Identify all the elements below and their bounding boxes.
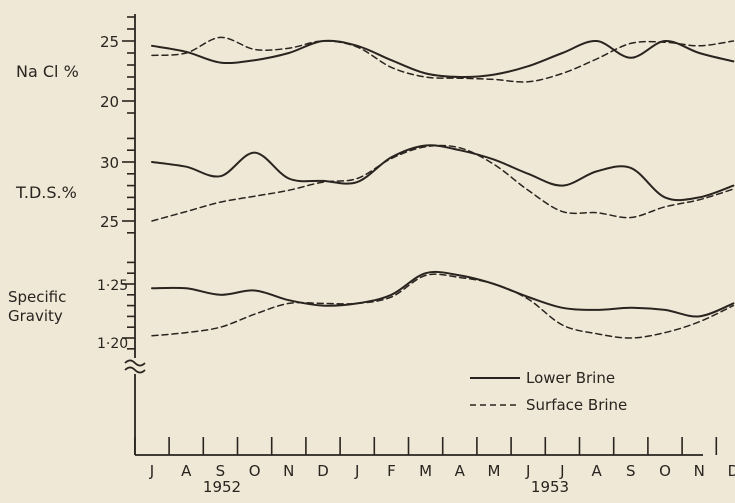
month-label: S [216,462,226,480]
month-label: A [591,462,602,480]
legend: Lower Brine Surface Brine [470,369,627,414]
tds-surface-brine-line [151,144,735,222]
month-label: J [559,462,564,480]
month-label: J [525,462,530,480]
month-label: F [387,462,396,480]
nacl-axis-label: Na Cl % [16,62,79,81]
nacl-surface-brine-line [151,36,735,83]
month-label: D [317,462,329,480]
year-label-1952: 1952 [203,478,241,496]
sg-axis-label-line2: Gravity [8,307,63,325]
month-label: J [354,462,359,480]
nacl-lower-brine-line [151,39,735,79]
month-label: S [626,462,636,480]
month-label: D [728,462,735,480]
tds-lower-brine-line [151,144,735,202]
month-label: J [149,462,154,480]
tick-marks [122,16,718,455]
sg-axis-label: Specific Gravity [8,288,71,325]
month-label: N [694,462,705,480]
series-layer [151,36,735,339]
sg-surface-brine-line [151,273,735,339]
legend-label-surface: Surface Brine [526,396,627,414]
month-label: M [488,462,501,480]
month-label: A [455,462,466,480]
nacl-tick-20: 20 [100,93,119,111]
sg-tick-125: 1·25 [97,278,128,294]
month-label: M [419,462,432,480]
axis-break-mark-1 [124,359,146,367]
sg-lower-brine-line [151,270,735,318]
month-label: A [181,462,192,480]
legend-label-lower: Lower Brine [526,369,615,387]
axis-break-mark-2 [124,366,146,374]
month-label: N [283,462,294,480]
sg-tick-120: 1·20 [97,336,128,352]
tds-tick-25: 25 [100,213,119,231]
tds-tick-30: 30 [100,154,119,172]
nacl-tick-25: 25 [100,33,119,51]
year-label-1953: 1953 [531,478,569,496]
sg-axis-label-line1: Specific [8,288,66,306]
month-label: O [249,462,261,480]
axes [124,14,703,456]
tds-axis-label: T.D.S.% [15,183,77,202]
month-label: O [659,462,671,480]
